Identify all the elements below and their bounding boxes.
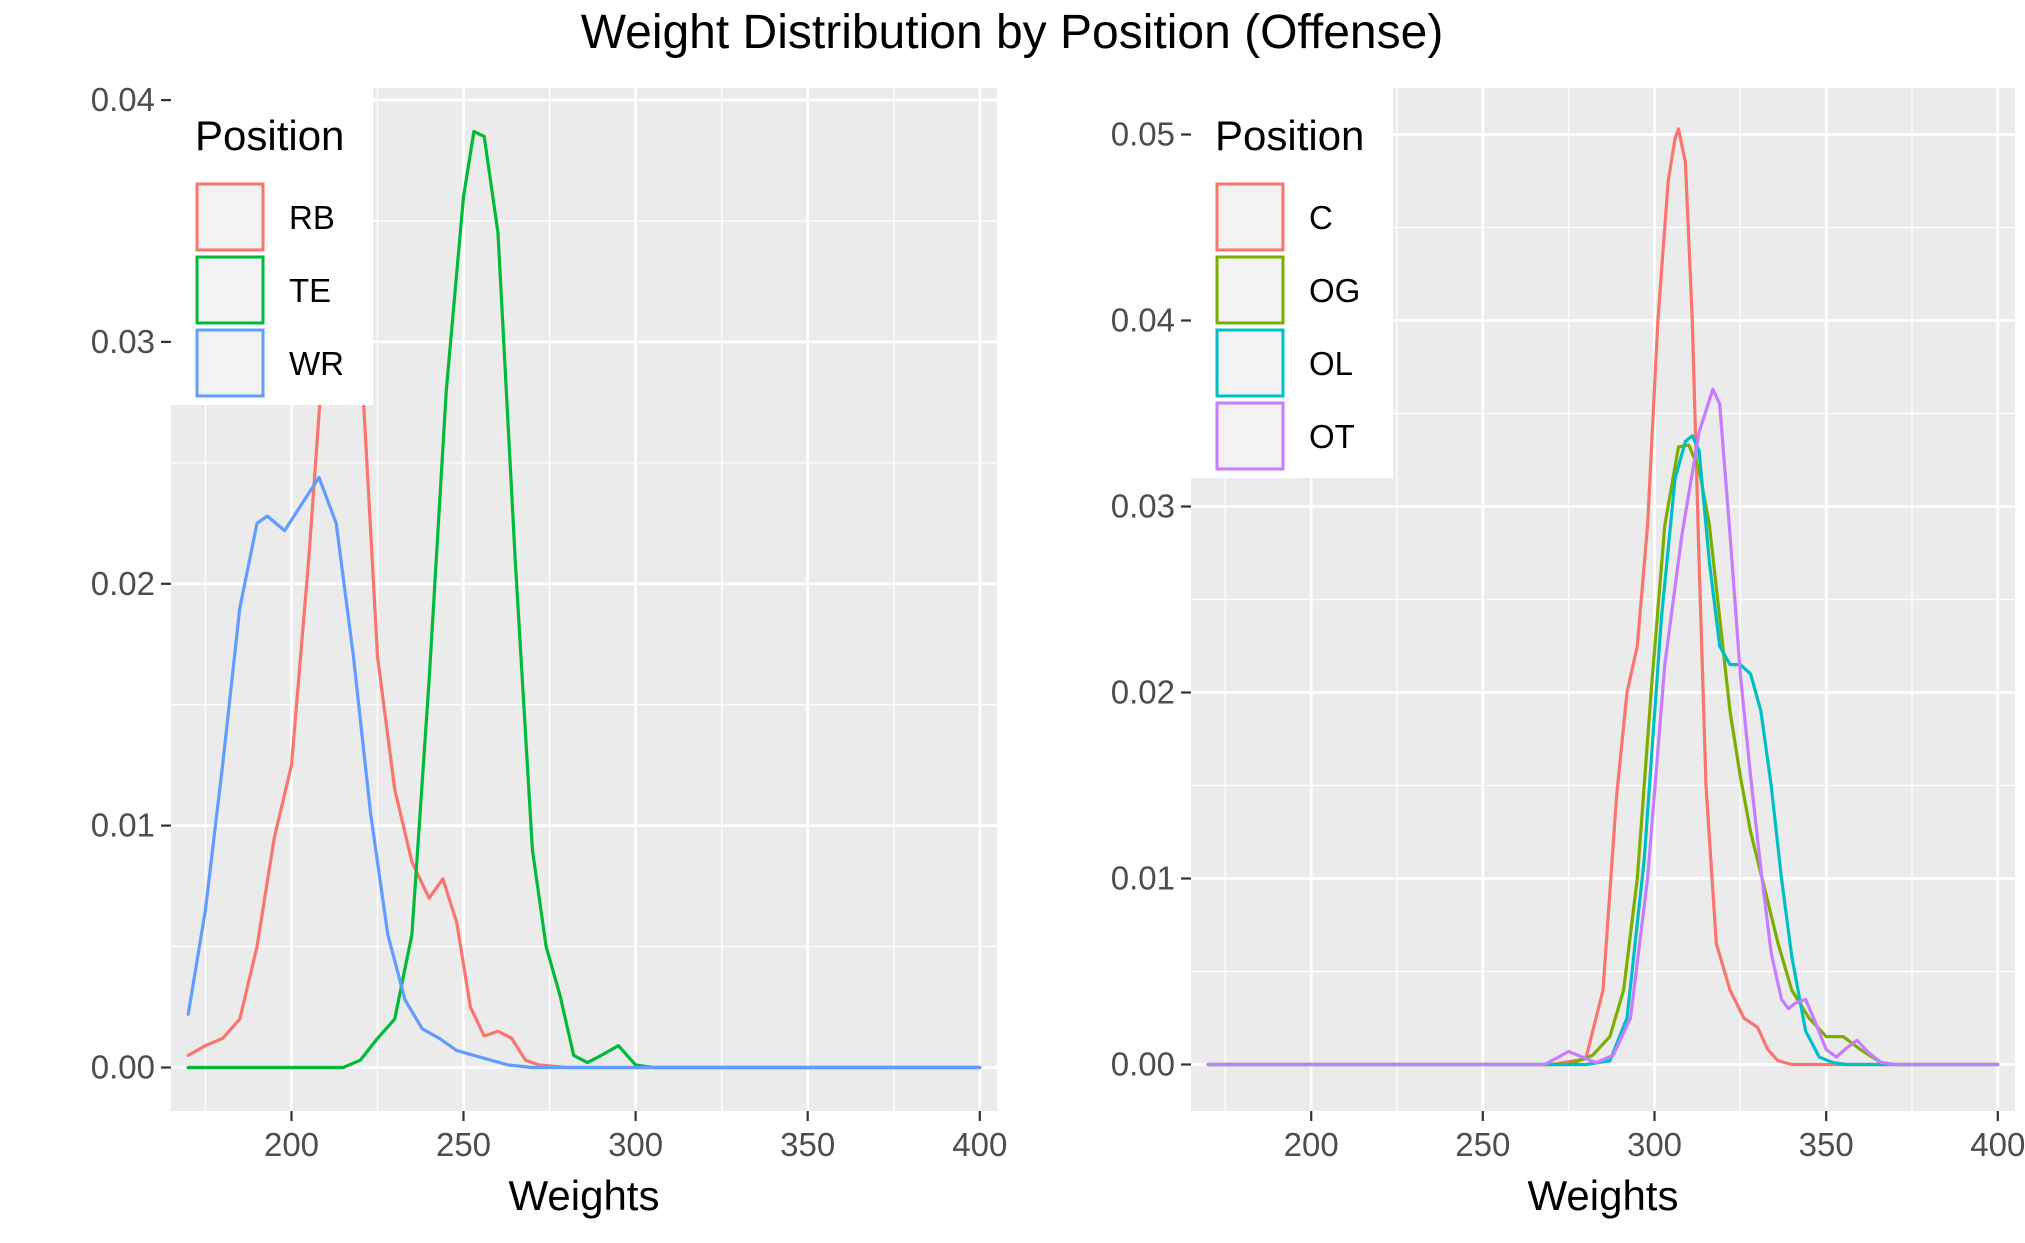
x-tick-label: 250 xyxy=(1455,1126,1510,1163)
x-tick-label: 350 xyxy=(780,1126,835,1163)
density-line-og xyxy=(1206,443,2000,1067)
legend-key-c xyxy=(1215,182,1285,252)
density-line-c xyxy=(1206,127,2000,1067)
legend-key-ol xyxy=(1215,328,1285,398)
y-tick-label: 0.00 xyxy=(91,1049,155,1086)
density-line-ol xyxy=(1206,434,2000,1067)
legend-label: WR xyxy=(289,345,344,382)
panel-left: 0.00 0.01 0.02 0.03 0.04 200 250 300 350 400 Weigh… xyxy=(91,81,1008,1219)
x-tick-label: 350 xyxy=(1799,1126,1854,1163)
density-line-wr xyxy=(186,475,982,1070)
x-tick-label: 250 xyxy=(436,1126,491,1163)
legend-title: Position xyxy=(195,112,344,159)
legend-key-wr xyxy=(195,328,265,398)
legend-key-ot xyxy=(1215,401,1285,471)
legend-key-rb xyxy=(195,182,265,252)
y-tick-label: 0.03 xyxy=(1111,488,1175,525)
density-line-ot xyxy=(1206,387,2000,1067)
legend-label: OG xyxy=(1309,272,1360,309)
x-tick-label: 200 xyxy=(1284,1126,1339,1163)
x-tick-label: 400 xyxy=(952,1126,1007,1163)
y-tick-label: 0.05 xyxy=(1111,116,1175,153)
density-line-rb xyxy=(186,243,982,1070)
y-tick-label: 0.03 xyxy=(91,323,155,360)
density-line-te xyxy=(186,129,982,1070)
chart-title: Weight Distribution by Position (Offense… xyxy=(581,6,1444,59)
panel-right: 0.00 0.01 0.02 0.03 0.04 0.05 200 250 300 350 400 W… xyxy=(1111,88,2025,1219)
x-axis-title: Weights xyxy=(1528,1172,1679,1219)
y-tick-label: 0.04 xyxy=(1111,302,1175,339)
y-tick-label: 0.01 xyxy=(1111,860,1175,897)
x-tick-label: 400 xyxy=(1970,1126,2025,1163)
legend-label: C xyxy=(1309,199,1333,236)
legend-key-te xyxy=(195,255,265,325)
legend-label: RB xyxy=(289,199,335,236)
x-tick-label: 200 xyxy=(264,1126,319,1163)
y-tick-label: 0.02 xyxy=(1111,674,1175,711)
legend-label: OL xyxy=(1309,345,1353,382)
legend-title: Position xyxy=(1215,112,1364,159)
y-tick-label: 0.01 xyxy=(91,807,155,844)
legend-label: OT xyxy=(1309,418,1355,455)
x-axis-title: Weights xyxy=(509,1172,660,1219)
x-tick-label: 300 xyxy=(1627,1126,1682,1163)
y-tick-label: 0.04 xyxy=(91,81,155,118)
y-tick-label: 0.02 xyxy=(91,565,155,602)
x-tick-label: 300 xyxy=(608,1126,663,1163)
legend-key-og xyxy=(1215,255,1285,325)
legend-label: TE xyxy=(289,272,331,309)
y-tick-label: 0.00 xyxy=(1111,1046,1175,1083)
